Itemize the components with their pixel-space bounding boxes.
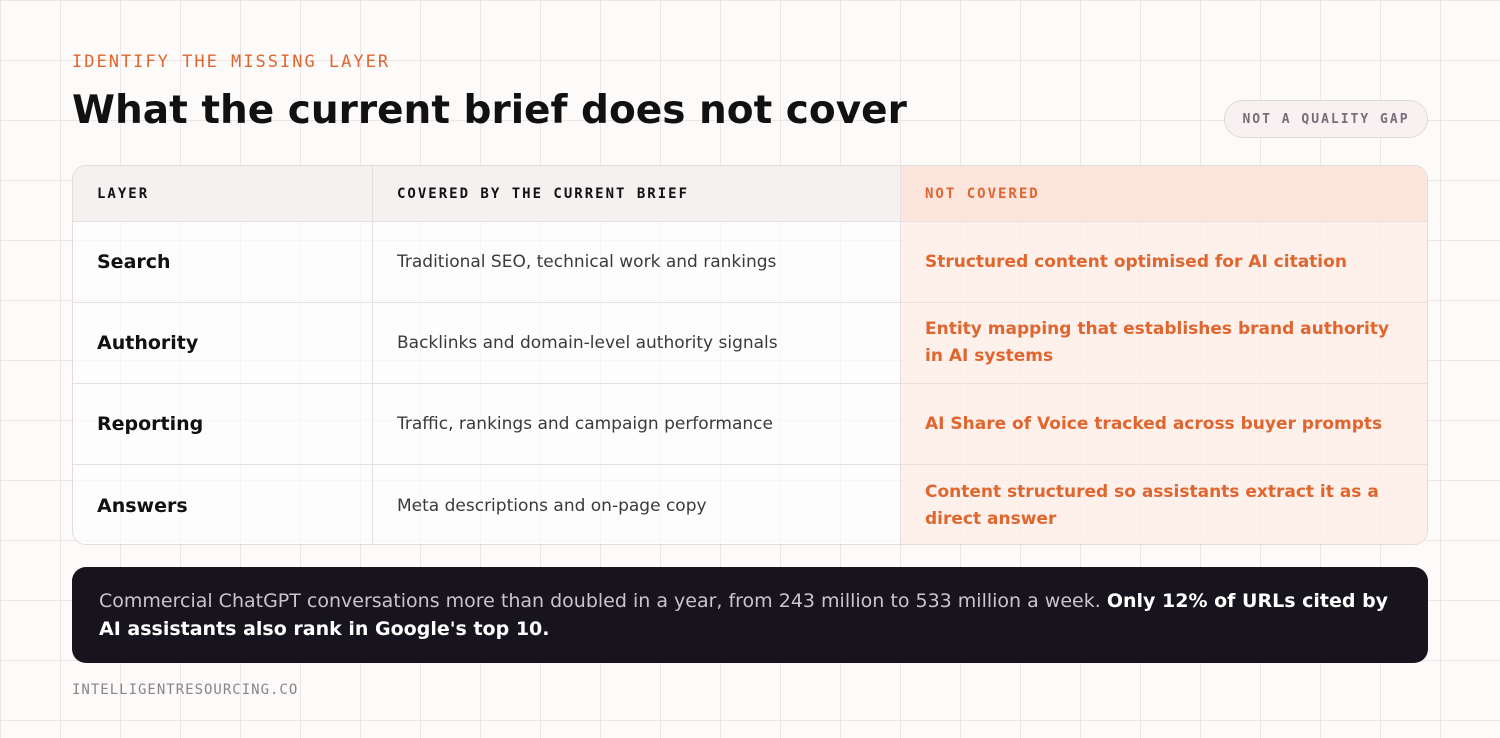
column-header: NOT COVERED: [901, 166, 1427, 221]
cell-text: Reporting: [97, 413, 204, 435]
table-cell: Structured content optimised for AI cita…: [901, 222, 1427, 302]
column-header: LAYER: [73, 166, 373, 221]
table-cell: Meta descriptions and on-page copy: [373, 465, 901, 544]
cell-text: Structured content optimised for AI cita…: [925, 251, 1347, 272]
table-cell: Answers: [73, 465, 373, 544]
badge: NOT A QUALITY GAP: [1224, 100, 1428, 138]
table-cell: Traffic, rankings and campaign performan…: [373, 384, 901, 464]
cell-text: Traffic, rankings and campaign performan…: [397, 414, 773, 434]
table-cell: Reporting: [73, 384, 373, 464]
table-cell: Backlinks and domain-level authority sig…: [373, 303, 901, 383]
table-row: Search Traditional SEO, technical work an…: [73, 222, 1427, 303]
table-row: Authority Backlinks and domain-level auth…: [73, 303, 1427, 384]
table-cell: Traditional SEO, technical work and rank…: [373, 222, 901, 302]
cell-text: Backlinks and domain-level authority sig…: [397, 333, 778, 353]
eyebrow: IDENTIFY THE MISSING LAYER: [72, 52, 391, 72]
cell-text: Answers: [97, 494, 188, 517]
cell-text: Traditional SEO, technical work and rank…: [397, 252, 777, 272]
cell-text: Meta descriptions and on-page copy: [397, 495, 707, 516]
title: What the current brief does not cover: [72, 88, 907, 133]
cell-text: AI Share of Voice tracked across buyer p…: [925, 413, 1383, 434]
table-cell: Search: [73, 222, 373, 302]
column-header: COVERED BY THE CURRENT BRIEF: [373, 166, 901, 221]
table-cell: Entity mapping that establishes brand au…: [901, 303, 1427, 383]
table-row: Reporting Traffic, rankings and campaign …: [73, 384, 1427, 465]
cell-text: Entity mapping that establishes brand au…: [925, 319, 1390, 366]
table-cell: AI Share of Voice tracked across buyer p…: [901, 384, 1427, 464]
callout-text: Commercial ChatGPT conversations more th…: [99, 590, 1101, 612]
header-row: LAYER COVERED BY THE CURRENT BRIEF NOT COV…: [73, 166, 1427, 222]
footer-site: INTELLIGENTRESOURCING.CO: [72, 682, 299, 698]
table-cell: Authority: [73, 303, 373, 383]
cell-text: Authority: [97, 332, 199, 354]
table-cell: Content structured so assistants extract…: [901, 465, 1427, 544]
callout-emphasis: Only 12% of URLs cited by AI assistants …: [99, 590, 1389, 640]
cell-text: Search: [97, 251, 171, 273]
callout: Commercial ChatGPT conversations more th…: [72, 567, 1428, 663]
cell-text: Content structured so assistants extract…: [925, 481, 1379, 529]
table-row: Answers Meta descriptions and on-page cop…: [73, 465, 1427, 544]
table: LAYER COVERED BY THE CURRENT BRIEF NOT COV…: [72, 165, 1428, 545]
